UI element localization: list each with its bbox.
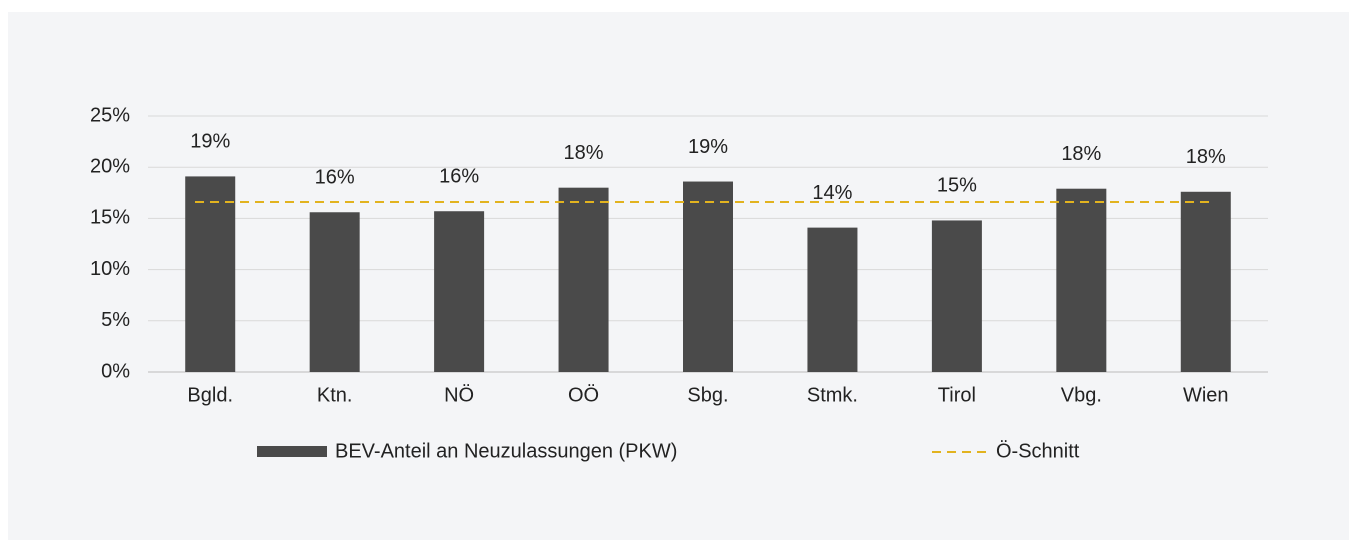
y-tick-label: 15% bbox=[90, 207, 130, 229]
y-tick-label: 0% bbox=[101, 360, 130, 382]
y-tick-label: 5% bbox=[101, 309, 130, 331]
bar bbox=[309, 212, 360, 372]
y-tick-label: 25% bbox=[90, 104, 130, 126]
data-label: 19% bbox=[190, 131, 230, 153]
x-tick-label: Sbg. bbox=[687, 384, 728, 406]
data-label: 14% bbox=[812, 182, 852, 204]
bar bbox=[807, 227, 858, 372]
legend-swatch bbox=[257, 446, 327, 457]
x-tick-label: Ktn. bbox=[317, 384, 353, 406]
bar bbox=[558, 187, 609, 372]
data-label: 15% bbox=[937, 175, 977, 197]
data-label: 18% bbox=[1186, 146, 1226, 168]
legend-label: BEV-Anteil an Neuzulassungen (PKW) bbox=[335, 440, 677, 462]
x-tick-label: Stmk. bbox=[807, 384, 858, 406]
y-tick-label: 20% bbox=[90, 155, 130, 177]
x-tick-label: Vbg. bbox=[1061, 384, 1102, 406]
x-tick-label: Wien bbox=[1183, 384, 1229, 406]
data-label: 16% bbox=[315, 167, 355, 189]
data-label: 18% bbox=[564, 142, 604, 164]
x-tick-label: Bgld. bbox=[187, 384, 233, 406]
bar bbox=[434, 211, 485, 372]
bar bbox=[185, 176, 236, 372]
data-label: 18% bbox=[1061, 143, 1101, 165]
bar bbox=[1180, 191, 1231, 372]
legend-label: Ö-Schnitt bbox=[996, 440, 1080, 462]
x-tick-label: NÖ bbox=[444, 384, 474, 406]
data-label: 16% bbox=[439, 166, 479, 188]
x-tick-label: Tirol bbox=[938, 384, 976, 406]
y-tick-label: 10% bbox=[90, 258, 130, 280]
x-tick-label: OÖ bbox=[568, 384, 599, 406]
bar bbox=[683, 181, 733, 372]
data-label: 19% bbox=[688, 136, 728, 158]
bar bbox=[1056, 188, 1107, 372]
bar bbox=[931, 220, 982, 372]
